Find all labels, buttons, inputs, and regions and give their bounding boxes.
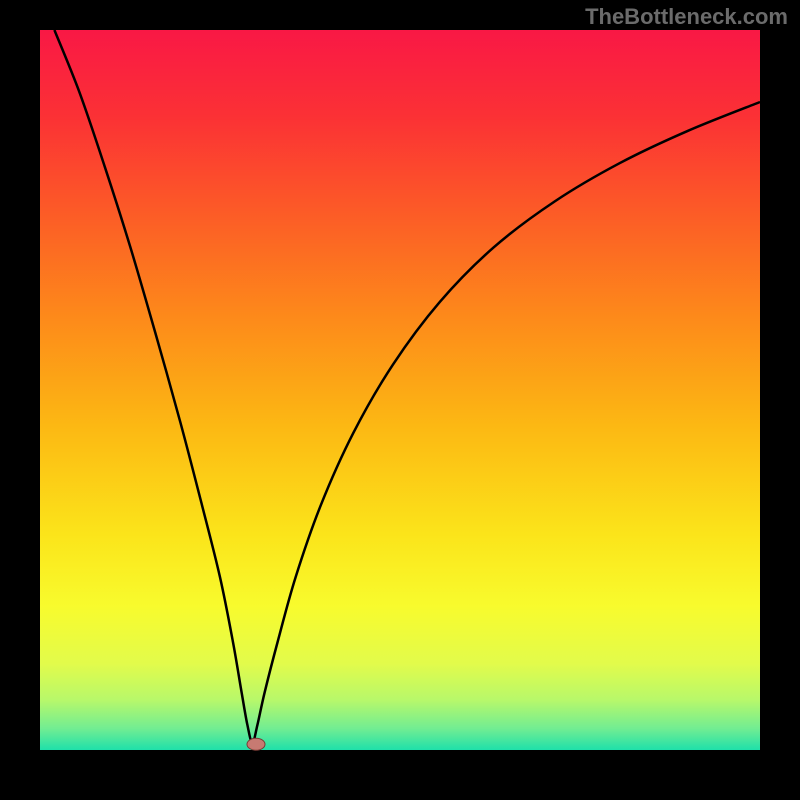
plot-background bbox=[40, 30, 760, 750]
bottleneck-chart bbox=[0, 0, 800, 800]
minimum-marker bbox=[247, 738, 265, 750]
watermark-label: TheBottleneck.com bbox=[585, 4, 788, 30]
